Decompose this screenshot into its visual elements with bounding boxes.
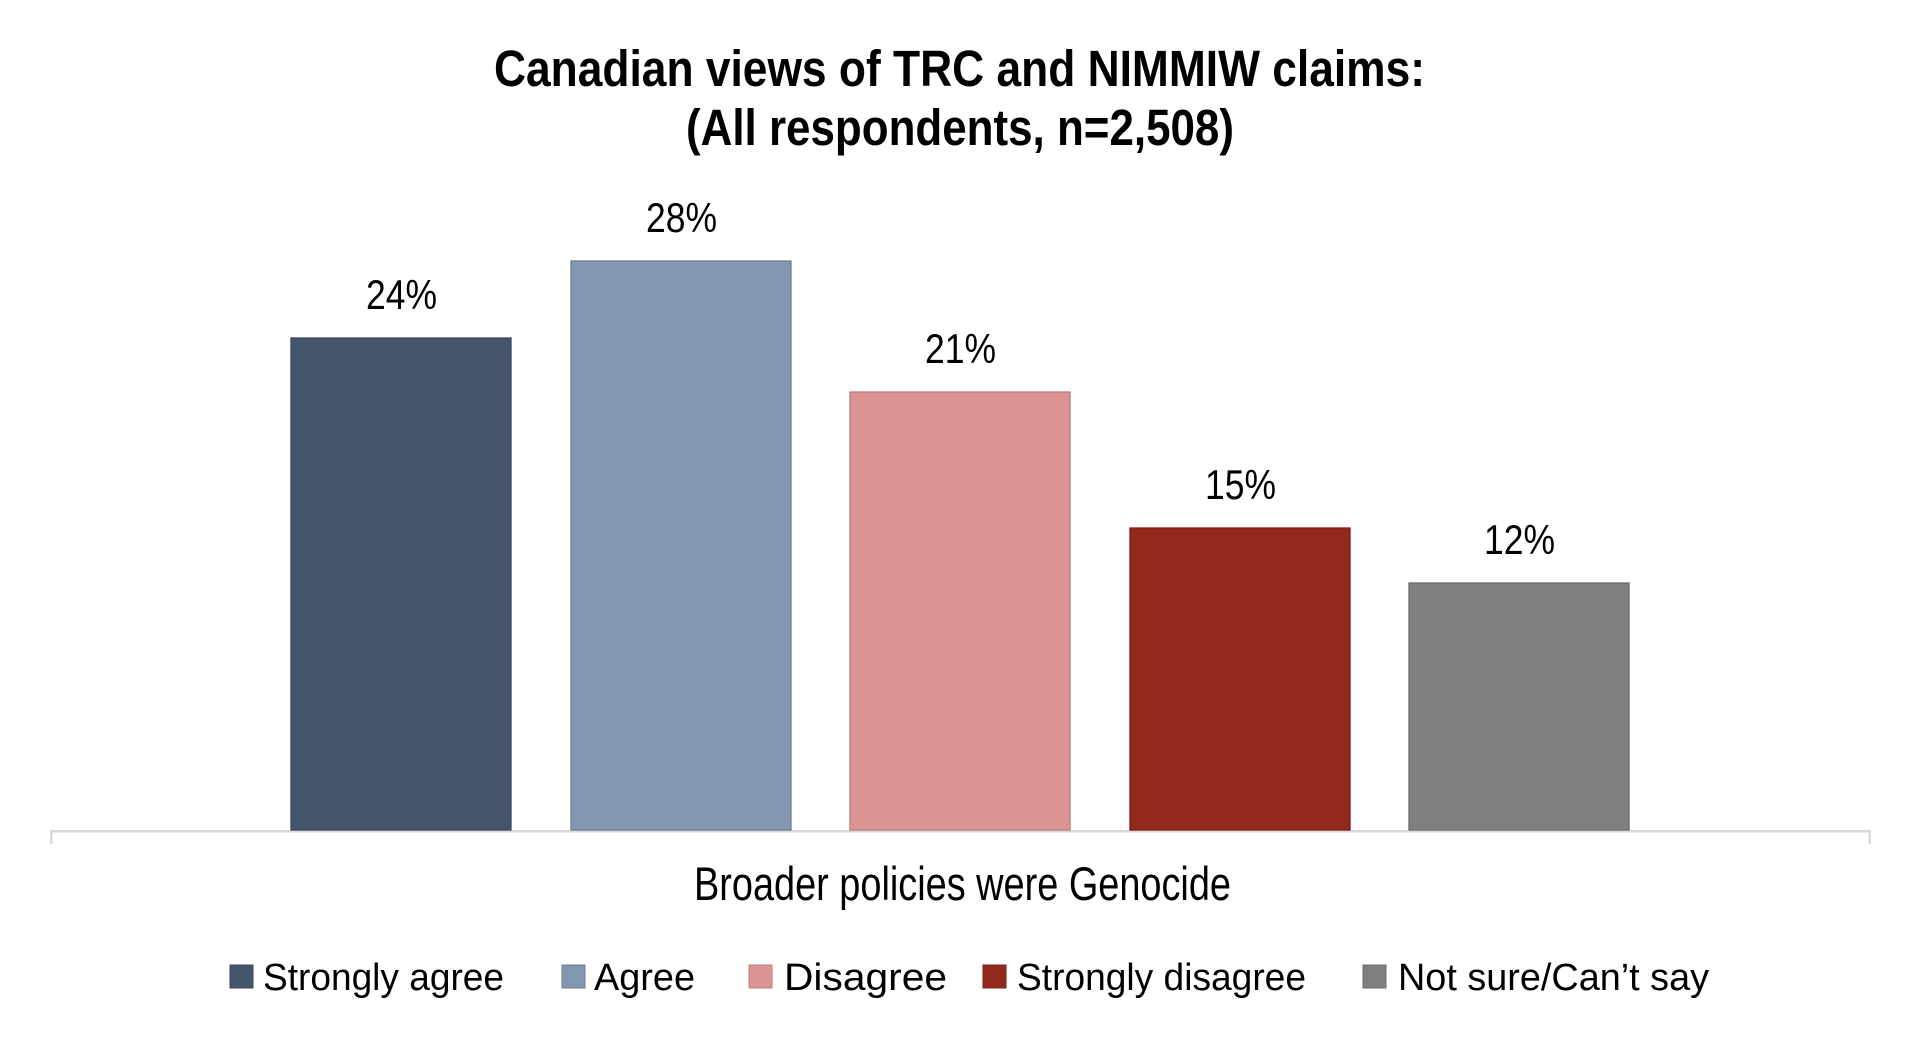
svg-text:15%: 15%	[1205, 461, 1276, 508]
svg-text:Strongly disagree: Strongly disagree	[1017, 957, 1306, 999]
svg-text:12%: 12%	[1484, 516, 1555, 563]
svg-text:Strongly agree: Strongly agree	[263, 957, 504, 999]
svg-text:28%: 28%	[646, 194, 717, 241]
svg-text:21%: 21%	[925, 325, 996, 372]
svg-text:Disagree: Disagree	[784, 957, 947, 999]
svg-text:Broader policies were Genocide: Broader policies were Genocide	[694, 857, 1231, 910]
svg-text:Agree: Agree	[594, 957, 695, 999]
svg-text:Canadian views of TRC and NIMM: Canadian views of TRC and NIMMIW claims:	[494, 40, 1425, 97]
svg-text:24%: 24%	[366, 271, 437, 318]
svg-text:(All respondents, n=2,508): (All respondents, n=2,508)	[686, 99, 1234, 156]
svg-text:Not sure/Can’t say: Not sure/Can’t say	[1398, 957, 1709, 999]
